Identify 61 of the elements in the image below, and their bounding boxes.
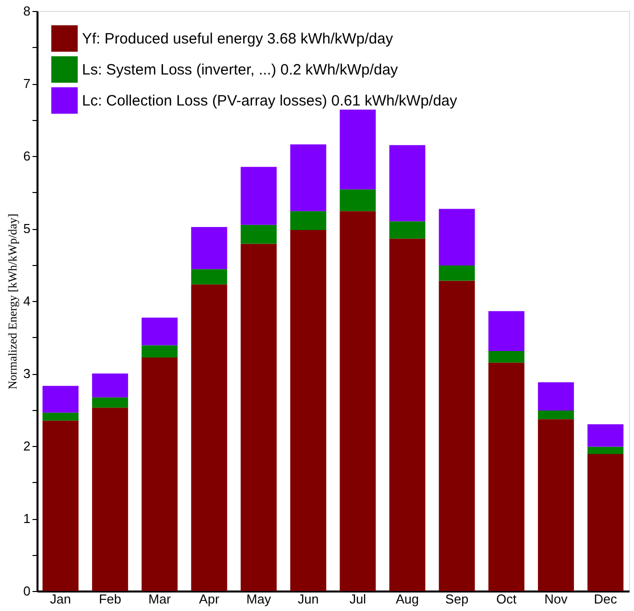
x-tick-label: Oct bbox=[496, 592, 517, 606]
x-tick-label: Apr bbox=[199, 592, 220, 606]
bar bbox=[240, 166, 277, 225]
y-tick-label: 6 bbox=[23, 148, 30, 164]
y-tick-label: 4 bbox=[23, 294, 30, 308]
bar bbox=[92, 397, 128, 408]
bar bbox=[538, 419, 574, 591]
bar bbox=[538, 410, 574, 420]
bar bbox=[290, 230, 326, 591]
x-tick-label: Aug bbox=[396, 592, 419, 606]
x-tick-label: Dec bbox=[594, 592, 618, 606]
bar bbox=[538, 382, 574, 410]
bar bbox=[142, 318, 178, 346]
y-tick-label: 0 bbox=[23, 584, 30, 598]
bar bbox=[42, 412, 79, 421]
bar bbox=[191, 227, 228, 270]
bar bbox=[142, 345, 178, 358]
bar bbox=[290, 211, 326, 230]
bar bbox=[340, 211, 376, 591]
bar bbox=[92, 408, 128, 591]
bar bbox=[587, 446, 624, 454]
y-tick-label: 8 bbox=[23, 4, 30, 18]
y-tick-label: 7 bbox=[23, 76, 30, 91]
bar bbox=[92, 374, 128, 398]
bar bbox=[340, 110, 376, 190]
y-tick-label: 3 bbox=[23, 366, 30, 381]
x-tick-label: Jul bbox=[349, 592, 366, 606]
bar bbox=[290, 144, 326, 212]
x-tick-label: Sep bbox=[445, 592, 468, 606]
bar bbox=[42, 420, 79, 591]
bar bbox=[438, 280, 475, 591]
bar bbox=[240, 224, 277, 244]
bar bbox=[191, 284, 228, 591]
bar bbox=[42, 386, 79, 413]
bar bbox=[587, 424, 624, 447]
bar bbox=[488, 311, 524, 352]
bar bbox=[438, 265, 475, 281]
bar bbox=[488, 362, 524, 591]
y-tick-label: 1 bbox=[23, 511, 30, 526]
bar bbox=[340, 189, 376, 212]
x-tick-label: Feb bbox=[98, 592, 122, 606]
bar bbox=[488, 351, 524, 363]
x-tick-label: Jun bbox=[298, 592, 319, 606]
bar bbox=[587, 454, 624, 591]
y-tick-label: 5 bbox=[23, 221, 30, 236]
bar bbox=[191, 269, 228, 284]
bar bbox=[389, 238, 426, 591]
bar bbox=[438, 208, 475, 266]
bar bbox=[389, 145, 426, 222]
x-tick-label: May bbox=[246, 592, 272, 606]
legend-label: Ls: System Loss (inverter, ...) 0.2 kWh/kWp/day bbox=[82, 62, 398, 78]
x-tick-label: Mar bbox=[148, 592, 172, 606]
y-tick-label: 2 bbox=[23, 438, 30, 454]
legend-label: Yf: Produced useful energy 3.68 kWh/kWp/day bbox=[82, 30, 394, 48]
bar bbox=[142, 358, 178, 591]
legend-label: Lc: Collection Loss (PV-array losses) 0.61 kWh/kWp/day bbox=[82, 92, 458, 110]
bar bbox=[389, 221, 426, 239]
bar bbox=[240, 244, 277, 591]
y-axis-title: Normalized Energy [kWh/kWp/day] bbox=[5, 214, 20, 390]
x-tick-label: Nov bbox=[544, 592, 568, 606]
x-tick-label: Jan bbox=[50, 592, 72, 606]
